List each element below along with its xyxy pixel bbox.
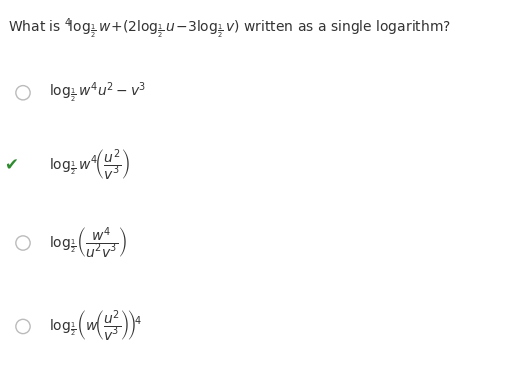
Text: $\log_{\frac{1}{2}}\!\left(\dfrac{w^4}{u^2 v^3}\right)$: $\log_{\frac{1}{2}}\!\left(\dfrac{w^4}{u… <box>49 226 126 260</box>
Text: $\log_{\frac{1}{2}}\!\left(w\!\left(\dfrac{u^2}{v^3}\right)\!\right)^{\!4}$: $\log_{\frac{1}{2}}\!\left(w\!\left(\dfr… <box>49 309 142 344</box>
Text: $\log_{\frac{1}{2}} w^4 u^2 - v^3$: $\log_{\frac{1}{2}} w^4 u^2 - v^3$ <box>49 81 146 105</box>
Text: What is ${}^{4}\!\log_{\frac{1}{2}} w\!+\!(2\log_{\frac{1}{2}} u\!-\!3\log_{\fra: What is ${}^{4}\!\log_{\frac{1}{2}} w\!+… <box>8 17 451 41</box>
Text: $\log_{\frac{1}{2}} w^4\!\left(\dfrac{u^2}{v^3}\right)$: $\log_{\frac{1}{2}} w^4\!\left(\dfrac{u^… <box>49 148 130 183</box>
Text: ✔: ✔ <box>4 156 18 174</box>
